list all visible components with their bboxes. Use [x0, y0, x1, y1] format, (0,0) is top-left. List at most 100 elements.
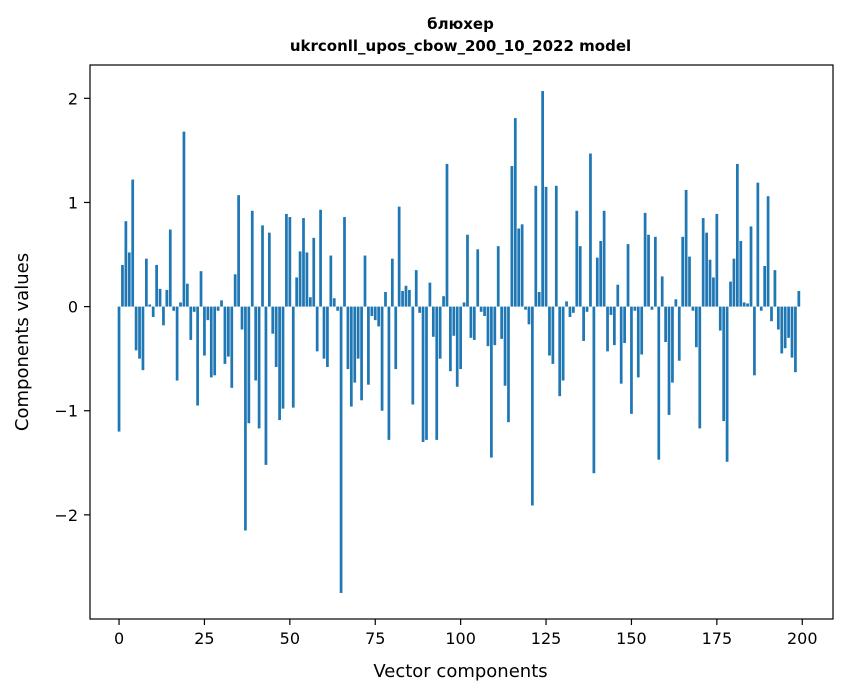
- bar: [466, 234, 469, 307]
- y-tick-label: −2: [54, 506, 78, 525]
- bar: [285, 213, 288, 307]
- y-axis-label: Components values: [12, 253, 33, 431]
- bar: [708, 259, 712, 307]
- bar: [572, 306, 575, 313]
- bar: [189, 306, 193, 340]
- bar: [179, 302, 182, 307]
- y-tick-label: −1: [54, 402, 78, 421]
- bar: [281, 306, 285, 409]
- bar: [698, 306, 702, 429]
- bar: [770, 306, 773, 322]
- bar: [121, 264, 124, 307]
- bar: [336, 306, 340, 311]
- bar: [295, 277, 299, 307]
- bar: [319, 209, 322, 307]
- bar: [507, 306, 510, 423]
- bar: [185, 283, 189, 307]
- bar: [653, 236, 657, 307]
- bar: [397, 206, 401, 307]
- bar: [476, 249, 480, 307]
- bar: [428, 282, 432, 307]
- bar: [155, 264, 158, 307]
- bar: [144, 258, 148, 307]
- bar: [373, 306, 377, 321]
- bar: [363, 255, 367, 307]
- bar: [677, 306, 681, 361]
- bar: [288, 217, 292, 307]
- bar: [684, 189, 688, 307]
- bar: [192, 306, 196, 312]
- bar: [134, 306, 138, 351]
- bar: [647, 234, 650, 307]
- bar: [404, 285, 408, 307]
- bar: [209, 306, 213, 378]
- bar: [725, 306, 729, 462]
- y-tick-label: 1: [68, 193, 78, 212]
- bar: [117, 306, 121, 432]
- bar: [790, 306, 794, 358]
- bar: [349, 306, 353, 407]
- bar: [445, 163, 449, 307]
- bar: [561, 306, 565, 381]
- bar: [131, 179, 135, 307]
- plot-frame: [89, 64, 834, 620]
- bar: [527, 306, 531, 325]
- bar: [394, 306, 398, 370]
- bar: [387, 306, 391, 440]
- x-tick-label: 0: [114, 629, 124, 648]
- bar: [452, 306, 456, 336]
- bar: [681, 236, 685, 307]
- bar: [712, 277, 715, 307]
- x-tick-label: 150: [616, 629, 647, 648]
- bar: [735, 163, 739, 307]
- bar: [206, 306, 210, 321]
- bar: [544, 186, 548, 307]
- bar: [175, 306, 179, 381]
- bar: [517, 228, 521, 307]
- bar: [794, 306, 797, 373]
- bar: [298, 251, 302, 307]
- bar: [551, 306, 555, 364]
- bar: [418, 306, 422, 313]
- bar: [237, 195, 240, 307]
- bar: [575, 210, 579, 307]
- bar: [233, 274, 237, 307]
- bar: [537, 292, 541, 307]
- bar: [449, 306, 452, 372]
- bar: [749, 226, 753, 307]
- bar: [124, 221, 128, 307]
- y-tick-label: 2: [68, 89, 78, 108]
- bar: [715, 213, 719, 307]
- x-tick-label: 75: [365, 629, 385, 648]
- bar: [701, 218, 705, 307]
- bar: [729, 281, 732, 307]
- bar: [674, 299, 678, 307]
- bar: [739, 240, 743, 307]
- bar: [486, 306, 490, 347]
- y-axis-ticks: −2 −1 0 1 2: [54, 89, 90, 525]
- bar: [759, 306, 763, 311]
- bar: [746, 303, 749, 307]
- bar: [513, 118, 517, 307]
- bar: [230, 306, 234, 388]
- bar: [616, 284, 620, 307]
- bar: [592, 306, 596, 474]
- bar: [776, 306, 780, 330]
- bar: [302, 218, 305, 307]
- bar: [220, 300, 223, 307]
- bar: [780, 306, 784, 354]
- bar: [312, 237, 316, 307]
- x-tick-label: 125: [531, 629, 562, 648]
- bar-series: [117, 91, 801, 593]
- bar: [742, 302, 746, 307]
- bar: [787, 306, 790, 338]
- bar: [664, 306, 667, 342]
- bar: [291, 306, 295, 408]
- bar: [390, 258, 394, 307]
- bar: [667, 306, 671, 415]
- bar: [384, 292, 387, 307]
- bar: [602, 210, 606, 307]
- bar: [250, 210, 254, 307]
- bar: [165, 289, 169, 307]
- bar: [278, 306, 281, 421]
